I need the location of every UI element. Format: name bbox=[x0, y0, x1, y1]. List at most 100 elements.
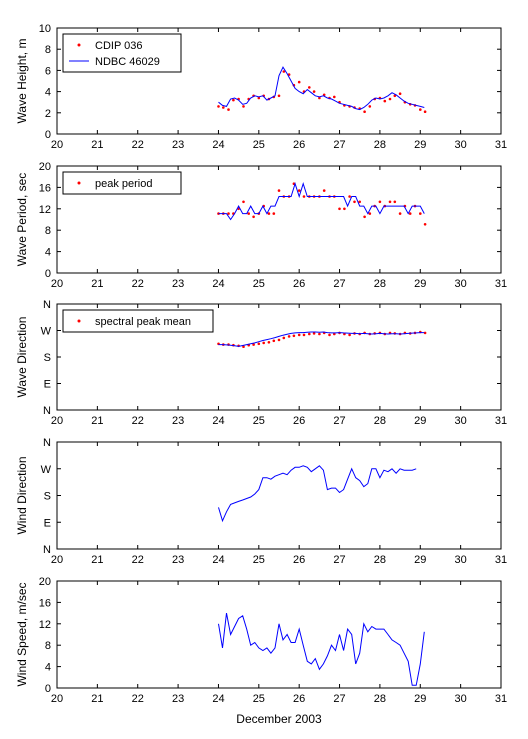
x-axis-title: December 2003 bbox=[236, 712, 322, 726]
x-tick-label: 26 bbox=[293, 415, 305, 427]
series-line bbox=[218, 331, 425, 347]
x-tick-label: 23 bbox=[172, 554, 184, 566]
y-tick-label: E bbox=[44, 379, 51, 391]
x-tick-label: 24 bbox=[212, 554, 224, 566]
data-point bbox=[318, 332, 321, 336]
data-point bbox=[227, 108, 230, 111]
x-tick-label: 21 bbox=[91, 278, 103, 290]
data-point bbox=[282, 336, 286, 340]
data-point bbox=[348, 195, 351, 198]
data-point bbox=[272, 339, 276, 343]
x-tick-label: 22 bbox=[132, 554, 144, 566]
x-tick-label: 24 bbox=[212, 693, 224, 705]
data-point bbox=[419, 108, 422, 111]
legend-label: CDIP 036 bbox=[95, 40, 143, 52]
data-point bbox=[322, 189, 326, 192]
data-point bbox=[252, 343, 255, 346]
legend-label: spectral peak mean bbox=[95, 316, 191, 328]
data-point bbox=[423, 331, 427, 335]
axes-box bbox=[56, 27, 502, 135]
data-point bbox=[393, 200, 397, 204]
y-tick-label: 4 bbox=[45, 247, 51, 259]
data-point bbox=[282, 70, 286, 73]
data-point bbox=[267, 341, 271, 344]
data-point bbox=[312, 90, 316, 93]
y-axis-title: Wave Direction bbox=[15, 317, 29, 398]
data-point bbox=[277, 338, 281, 342]
y-tick-label: 4 bbox=[45, 662, 51, 674]
x-tick-label: 22 bbox=[132, 693, 144, 705]
axes-box bbox=[56, 441, 502, 550]
x-tick-label: 26 bbox=[293, 139, 305, 151]
x-tick-label: 23 bbox=[172, 415, 184, 427]
legend-swatch-point bbox=[77, 319, 81, 323]
series-line bbox=[218, 182, 425, 221]
x-tick-label: 28 bbox=[374, 278, 386, 290]
x-tick-label: 29 bbox=[414, 278, 426, 290]
data-point bbox=[308, 332, 311, 336]
y-tick-label: N bbox=[43, 437, 51, 449]
data-point bbox=[312, 332, 316, 335]
x-tick-label: 27 bbox=[333, 554, 345, 566]
x-tick-label: 22 bbox=[132, 139, 144, 151]
data-point bbox=[257, 342, 261, 346]
x-tick-label: 20 bbox=[51, 415, 63, 427]
legend-swatch-point bbox=[77, 43, 81, 47]
y-tick-label: 0 bbox=[45, 683, 51, 695]
data-point bbox=[419, 212, 422, 215]
y-tick-label: 20 bbox=[39, 576, 51, 588]
x-tick-label: 24 bbox=[212, 139, 224, 151]
legend-label: NDBC 46029 bbox=[95, 56, 160, 68]
data-point bbox=[262, 341, 266, 345]
data-point bbox=[302, 195, 306, 198]
y-tick-label: S bbox=[44, 491, 51, 503]
x-tick-label: 27 bbox=[333, 278, 345, 290]
x-tick-label: 28 bbox=[374, 139, 386, 151]
y-tick-label: 16 bbox=[39, 597, 51, 609]
x-tick-label: 20 bbox=[51, 693, 63, 705]
series-line bbox=[218, 465, 417, 523]
x-tick-label: 26 bbox=[293, 554, 305, 566]
data-point bbox=[267, 212, 271, 215]
x-tick-label: 28 bbox=[374, 693, 386, 705]
x-tick-label: 31 bbox=[495, 415, 507, 427]
data-point bbox=[358, 200, 362, 204]
panel-wind-direction: 20 21 22 23 24 25 26 27 28 29 30 31 N E S W N Wind Direct… bbox=[15, 437, 507, 566]
x-tick-label: 21 bbox=[91, 139, 103, 151]
data-point bbox=[368, 212, 372, 215]
y-tick-label: 12 bbox=[39, 204, 51, 216]
data-point bbox=[297, 80, 301, 84]
y-axis-title: Wave Period, sec bbox=[15, 173, 29, 267]
data-point bbox=[242, 345, 245, 349]
data-point bbox=[343, 207, 346, 211]
x-tick-label: 24 bbox=[212, 278, 224, 290]
x-tick-label: 25 bbox=[253, 415, 265, 427]
data-point bbox=[232, 98, 235, 102]
x-tick-label: 20 bbox=[51, 278, 63, 290]
data-point bbox=[383, 99, 387, 103]
y-tick-label: 2 bbox=[45, 108, 51, 120]
data-point bbox=[242, 105, 245, 108]
data-point bbox=[277, 189, 281, 192]
x-tick-label: 22 bbox=[132, 278, 144, 290]
y-tick-label: 8 bbox=[45, 44, 51, 56]
axes-box bbox=[56, 165, 502, 274]
panel-wind-speed: 20 21 22 23 24 25 26 27 28 29 30 31 0 4 8 12 16 20 Wind Sp… bbox=[15, 576, 507, 705]
x-tick-label: 27 bbox=[333, 415, 345, 427]
y-tick-label: S bbox=[44, 352, 51, 364]
data-point bbox=[388, 97, 392, 101]
data-point bbox=[398, 212, 402, 215]
x-tick-label: 29 bbox=[414, 415, 426, 427]
x-tick-label: 26 bbox=[293, 278, 305, 290]
y-tick-label: 20 bbox=[39, 161, 51, 173]
y-tick-label: 0 bbox=[45, 268, 51, 280]
y-axis-title: Wind Speed, m/sec bbox=[15, 582, 29, 686]
data-point bbox=[353, 200, 356, 204]
x-tick-label: 30 bbox=[455, 278, 467, 290]
data-point bbox=[368, 105, 372, 108]
y-axis-title: Wind Direction bbox=[15, 456, 29, 534]
y-axis-title: Wave Height, m bbox=[15, 39, 29, 124]
y-tick-label: N bbox=[43, 299, 51, 311]
x-tick-label: 21 bbox=[91, 693, 103, 705]
